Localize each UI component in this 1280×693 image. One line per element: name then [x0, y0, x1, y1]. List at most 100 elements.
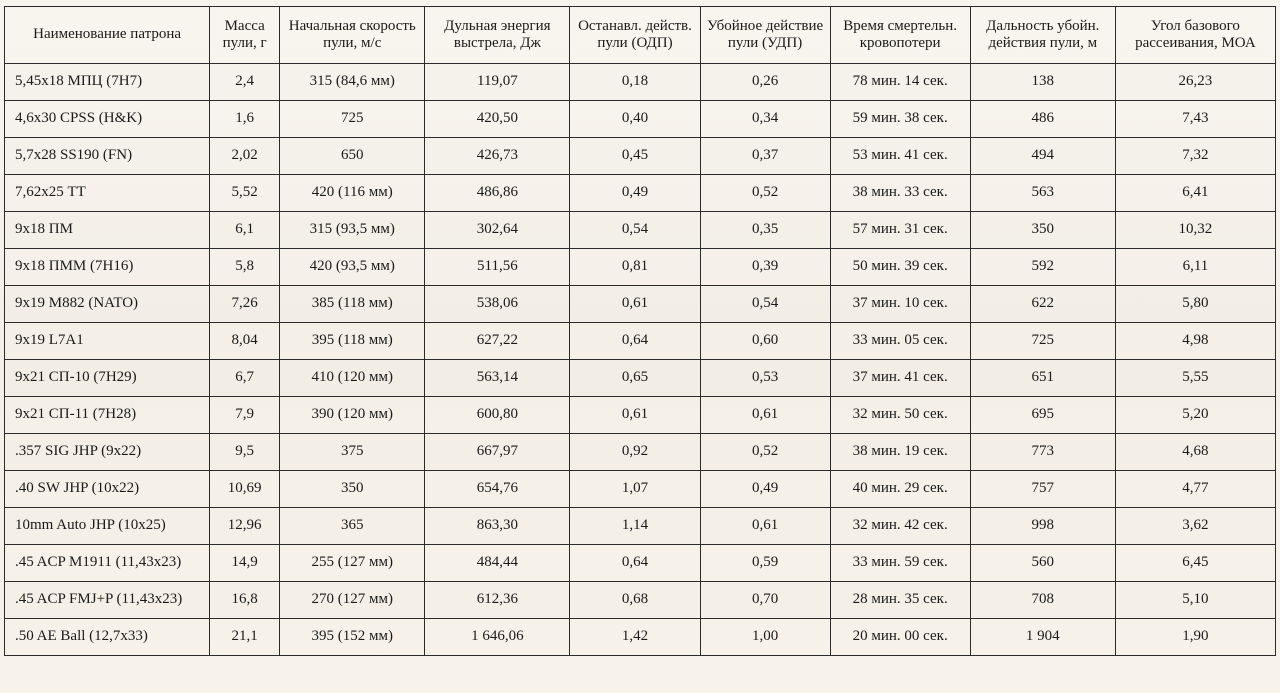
cell-value: 395 (152 мм) — [280, 619, 425, 656]
table-row: 9х21 СП-10 (7Н29)6,7410 (120 мм)563,140,… — [5, 360, 1276, 397]
cell-value: 32 мин. 50 сек. — [830, 397, 970, 434]
cell-value: 667,97 — [425, 434, 570, 471]
col-header-bleedtime: Время смертельн. кровопотери — [830, 7, 970, 64]
table-row: .40 SW JHP (10х22)10,69350654,761,070,49… — [5, 471, 1276, 508]
cell-value: 5,20 — [1115, 397, 1275, 434]
cell-value: 119,07 — [425, 64, 570, 101]
cell-value: 494 — [970, 138, 1115, 175]
cell-name: 5,7х28 SS190 (FN) — [5, 138, 210, 175]
cell-value: 627,22 — [425, 323, 570, 360]
cell-value: 0,52 — [700, 434, 830, 471]
cell-value: 0,54 — [700, 286, 830, 323]
cell-value: 6,1 — [210, 212, 280, 249]
cell-value: 53 мин. 41 сек. — [830, 138, 970, 175]
cell-name: 4,6х30 CPSS (H&K) — [5, 101, 210, 138]
cell-name: .45 ACP FMJ+P (11,43х23) — [5, 582, 210, 619]
table-row: 5,7х28 SS190 (FN)2,02650426,730,450,3753… — [5, 138, 1276, 175]
cell-value: 37 мин. 41 сек. — [830, 360, 970, 397]
cell-value: 0,35 — [700, 212, 830, 249]
cell-value: 0,70 — [700, 582, 830, 619]
cell-value: 560 — [970, 545, 1115, 582]
cell-value: 14,9 — [210, 545, 280, 582]
cell-value: 5,10 — [1115, 582, 1275, 619]
cell-value: 10,69 — [210, 471, 280, 508]
table-row: .50 AE Ball (12,7х33)21,1395 (152 мм)1 6… — [5, 619, 1276, 656]
cell-value: 563,14 — [425, 360, 570, 397]
cell-value: 650 — [280, 138, 425, 175]
cell-value: 1,6 — [210, 101, 280, 138]
col-header-odp: Останавл. действ. пули (ОДП) — [570, 7, 700, 64]
cell-value: 538,06 — [425, 286, 570, 323]
cell-value: 350 — [280, 471, 425, 508]
cell-value: 998 — [970, 508, 1115, 545]
cell-value: 20 мин. 00 сек. — [830, 619, 970, 656]
table-row: 9х21 СП-11 (7Н28)7,9390 (120 мм)600,800,… — [5, 397, 1276, 434]
cell-value: 0,59 — [700, 545, 830, 582]
cell-name: 9х18 ПММ (7Н16) — [5, 249, 210, 286]
cell-value: 773 — [970, 434, 1115, 471]
cell-value: 0,65 — [570, 360, 700, 397]
cell-value: 563 — [970, 175, 1115, 212]
cell-value: 7,32 — [1115, 138, 1275, 175]
cell-value: 0,61 — [700, 508, 830, 545]
cell-value: 4,77 — [1115, 471, 1275, 508]
cell-value: 2,4 — [210, 64, 280, 101]
cell-value: 695 — [970, 397, 1115, 434]
cell-name: 9х19 L7A1 — [5, 323, 210, 360]
table-row: 9х18 ПМ6,1315 (93,5 мм)302,640,540,3557 … — [5, 212, 1276, 249]
cell-value: 32 мин. 42 сек. — [830, 508, 970, 545]
cell-value: 1,90 — [1115, 619, 1275, 656]
cell-name: 9х18 ПМ — [5, 212, 210, 249]
cell-value: 138 — [970, 64, 1115, 101]
cell-value: 0,64 — [570, 323, 700, 360]
cell-value: 1 904 — [970, 619, 1115, 656]
cell-value: 7,26 — [210, 286, 280, 323]
cell-name: 10mm Auto JHP (10х25) — [5, 508, 210, 545]
cell-value: 1,00 — [700, 619, 830, 656]
cell-value: 0,64 — [570, 545, 700, 582]
cell-value: 1,07 — [570, 471, 700, 508]
table-row: 4,6х30 CPSS (H&K)1,6725420,500,400,3459 … — [5, 101, 1276, 138]
cell-name: .50 AE Ball (12,7х33) — [5, 619, 210, 656]
cell-value: 622 — [970, 286, 1115, 323]
cell-value: 6,41 — [1115, 175, 1275, 212]
cell-value: 863,30 — [425, 508, 570, 545]
header-row: Наименование патрона Масса пули, г Начал… — [5, 7, 1276, 64]
cell-value: 0,68 — [570, 582, 700, 619]
table-row: 5,45х18 МПЦ (7Н7)2,4315 (84,6 мм)119,070… — [5, 64, 1276, 101]
col-header-range: Дальность убойн. действия пули, м — [970, 7, 1115, 64]
table-row: 10mm Auto JHP (10х25)12,96365863,301,140… — [5, 508, 1276, 545]
cell-name: .40 SW JHP (10х22) — [5, 471, 210, 508]
cell-value: 0,45 — [570, 138, 700, 175]
cell-value: 8,04 — [210, 323, 280, 360]
cell-value: 28 мин. 35 сек. — [830, 582, 970, 619]
cell-value: 38 мин. 19 сек. — [830, 434, 970, 471]
cell-value: 57 мин. 31 сек. — [830, 212, 970, 249]
cell-value: 0,53 — [700, 360, 830, 397]
table-row: 9х19 L7A18,04395 (118 мм)627,220,640,603… — [5, 323, 1276, 360]
table-row: 7,62х25 ТТ5,52420 (116 мм)486,860,490,52… — [5, 175, 1276, 212]
cell-value: 4,98 — [1115, 323, 1275, 360]
cell-value: 4,68 — [1115, 434, 1275, 471]
cell-value: 255 (127 мм) — [280, 545, 425, 582]
cell-value: 270 (127 мм) — [280, 582, 425, 619]
cell-value: 0,34 — [700, 101, 830, 138]
cell-value: 78 мин. 14 сек. — [830, 64, 970, 101]
page: Наименование патрона Масса пули, г Начал… — [0, 0, 1280, 693]
cell-name: 5,45х18 МПЦ (7Н7) — [5, 64, 210, 101]
cell-name: 9х21 СП-10 (7Н29) — [5, 360, 210, 397]
cell-value: 5,52 — [210, 175, 280, 212]
cell-value: 6,45 — [1115, 545, 1275, 582]
cell-value: 9,5 — [210, 434, 280, 471]
cell-value: 1,42 — [570, 619, 700, 656]
cell-value: 725 — [280, 101, 425, 138]
cell-value: 5,55 — [1115, 360, 1275, 397]
table-body: 5,45х18 МПЦ (7Н7)2,4315 (84,6 мм)119,070… — [5, 64, 1276, 656]
cell-value: 50 мин. 39 сек. — [830, 249, 970, 286]
cell-value: 0,39 — [700, 249, 830, 286]
cell-value: 33 мин. 59 сек. — [830, 545, 970, 582]
col-header-mass: Масса пули, г — [210, 7, 280, 64]
cell-value: 16,8 — [210, 582, 280, 619]
cell-value: 0,92 — [570, 434, 700, 471]
cell-value: 365 — [280, 508, 425, 545]
